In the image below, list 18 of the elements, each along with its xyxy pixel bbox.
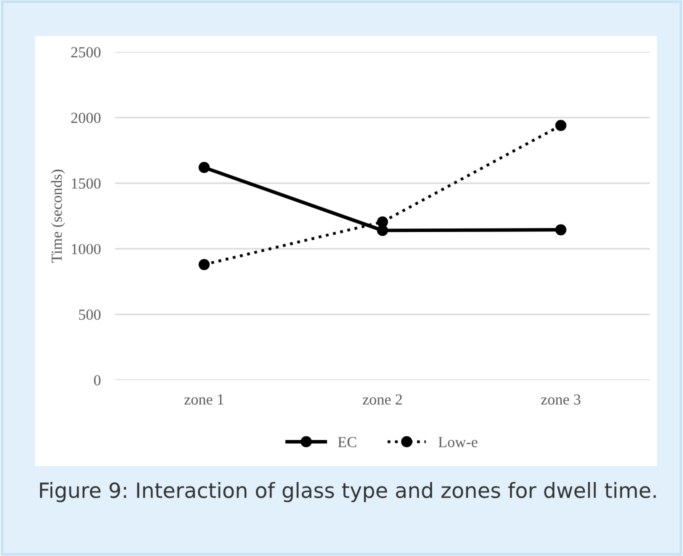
- y-tick-label: 1000: [72, 244, 101, 254]
- point: [555, 120, 566, 132]
- legend-label: EC: [338, 436, 356, 448]
- point: [376, 216, 388, 228]
- legend-label: Low-e: [438, 437, 478, 448]
- x-tick-label: zone 2: [362, 394, 402, 405]
- point: [555, 224, 566, 236]
- point: [198, 162, 210, 174]
- y-tick-label: 2500: [71, 47, 101, 58]
- y-tick-label: 1500: [72, 178, 101, 189]
- caption: Figure 9: Interaction of glass type and zones for dwell time.: [40, 482, 656, 502]
- y-tick-label: 2000: [71, 112, 101, 124]
- y-axis-title: Time (seconds): [51, 170, 65, 263]
- y-tick-label: 500: [79, 310, 101, 320]
- point: [198, 258, 210, 270]
- x-tick-label: zone 3: [541, 394, 580, 405]
- y-tick-label: 0: [94, 375, 101, 386]
- x-tick-label: zone 1: [184, 394, 224, 405]
